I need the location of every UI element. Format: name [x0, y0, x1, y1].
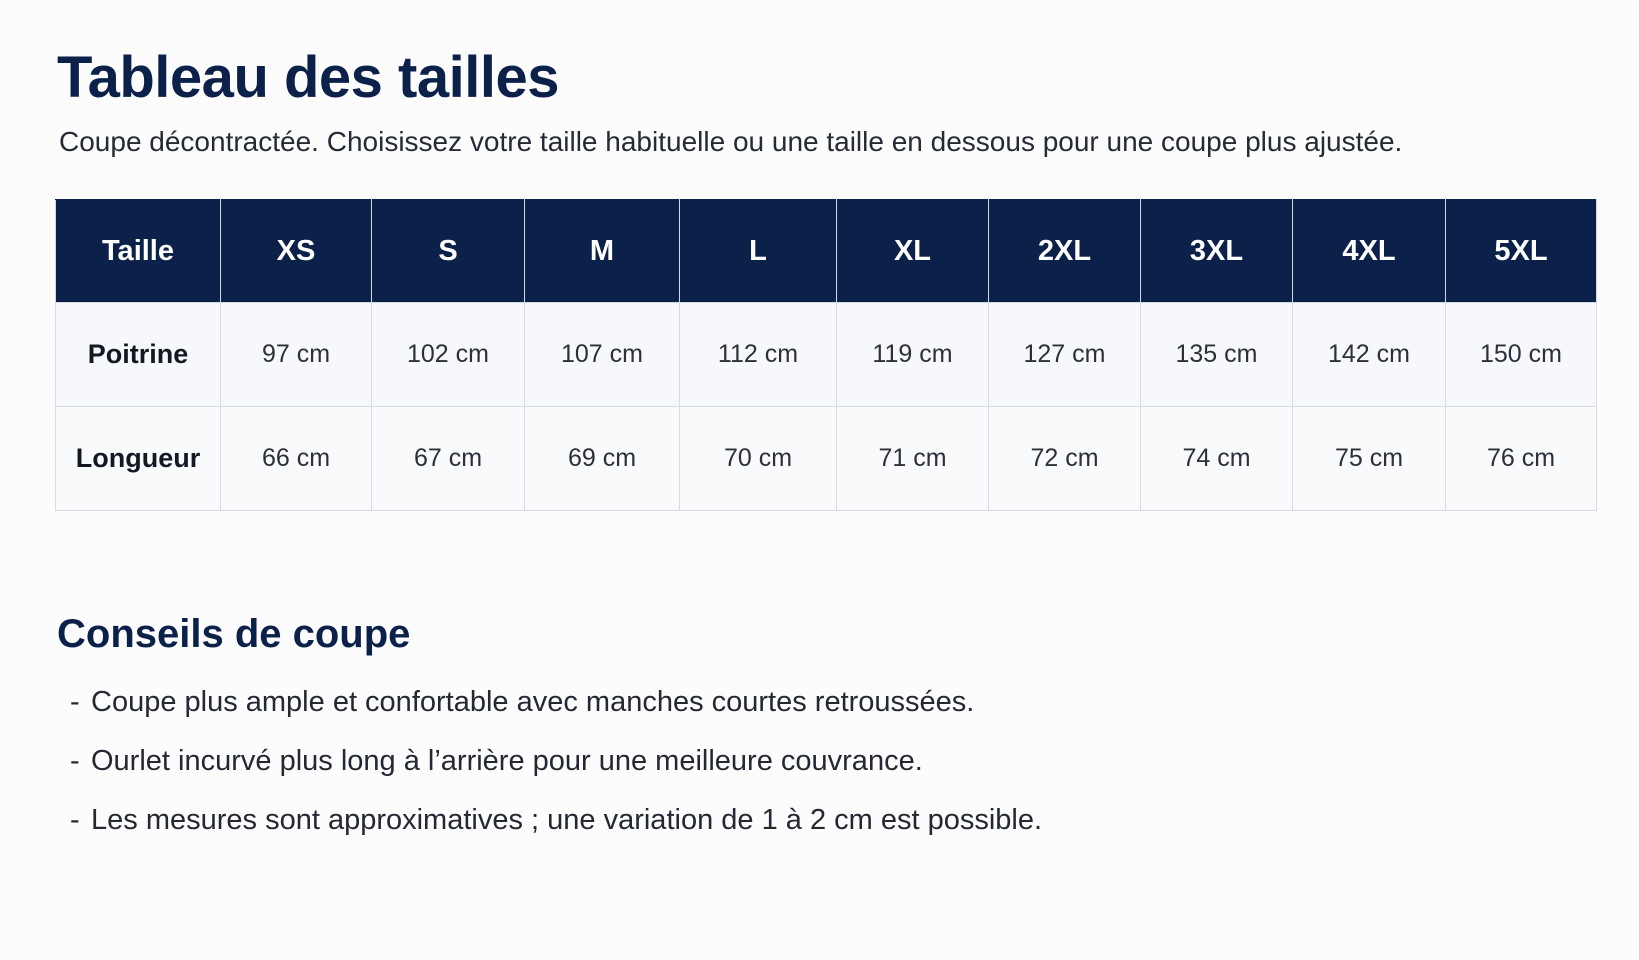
fit-tips-title: Conseils de coupe — [57, 612, 411, 656]
table-row-poitrine: Poitrine 97 cm 102 cm 107 cm 112 cm 119 … — [55, 302, 1597, 407]
table-row-longueur: Longueur 66 cm 67 cm 69 cm 70 cm 71 cm 7… — [55, 406, 1597, 511]
table-cell: 74 cm — [1140, 406, 1293, 511]
table-cell: 70 cm — [679, 406, 837, 511]
header-size-3xl: 3XL — [1140, 199, 1293, 303]
header-label-taille: Taille — [55, 199, 221, 303]
page-title: Tableau des tailles — [57, 45, 559, 110]
list-item: - Coupe plus ample et confortable avec ma… — [70, 682, 1042, 741]
list-item: - Les mesures sont approximatives ; une v… — [70, 800, 1042, 859]
table-cell: 71 cm — [836, 406, 989, 511]
tip-text: Les mesures sont approximatives ; une va… — [91, 804, 1043, 836]
table-cell: 72 cm — [988, 406, 1141, 511]
size-chart-table: Taille XS S M L XL 2XL 3XL 4XL 5XL Poitr… — [55, 199, 1597, 511]
table-cell: 67 cm — [371, 406, 525, 511]
row-label-poitrine: Poitrine — [55, 302, 221, 407]
table-cell: 142 cm — [1292, 302, 1446, 407]
list-item: - Ourlet incurvé plus long à l’arrière po… — [70, 741, 1042, 800]
table-cell: 97 cm — [220, 302, 372, 407]
header-size-l: L — [679, 199, 837, 303]
table-cell: 66 cm — [220, 406, 372, 511]
table-cell: 112 cm — [679, 302, 837, 407]
table-cell: 107 cm — [524, 302, 680, 407]
bullet-dash: - — [70, 745, 80, 777]
table-cell: 75 cm — [1292, 406, 1446, 511]
table-cell: 69 cm — [524, 406, 680, 511]
table-cell: 135 cm — [1140, 302, 1293, 407]
table-cell: 127 cm — [988, 302, 1141, 407]
page-subtitle: Coupe décontractée. Choisissez votre tai… — [59, 126, 1403, 157]
table-cell: 150 cm — [1445, 302, 1597, 407]
bullet-dash: - — [70, 686, 80, 718]
table-header-row: Taille XS S M L XL 2XL 3XL 4XL 5XL — [55, 199, 1597, 303]
fit-tips-list: - Coupe plus ample et confortable avec ma… — [70, 682, 1042, 859]
header-size-xl: XL — [836, 199, 989, 303]
tip-text: Coupe plus ample et confortable avec man… — [91, 686, 975, 718]
header-size-2xl: 2XL — [988, 199, 1141, 303]
bullet-dash: - — [70, 804, 80, 836]
header-size-m: M — [524, 199, 680, 303]
header-size-4xl: 4XL — [1292, 199, 1446, 303]
header-size-xs: XS — [220, 199, 372, 303]
header-size-5xl: 5XL — [1445, 199, 1597, 303]
table-cell: 102 cm — [371, 302, 525, 407]
tip-text: Ourlet incurvé plus long à l’arrière pou… — [91, 745, 923, 777]
row-label-longueur: Longueur — [55, 406, 221, 511]
table-cell: 119 cm — [836, 302, 989, 407]
table-cell: 76 cm — [1445, 406, 1597, 511]
header-size-s: S — [371, 199, 525, 303]
